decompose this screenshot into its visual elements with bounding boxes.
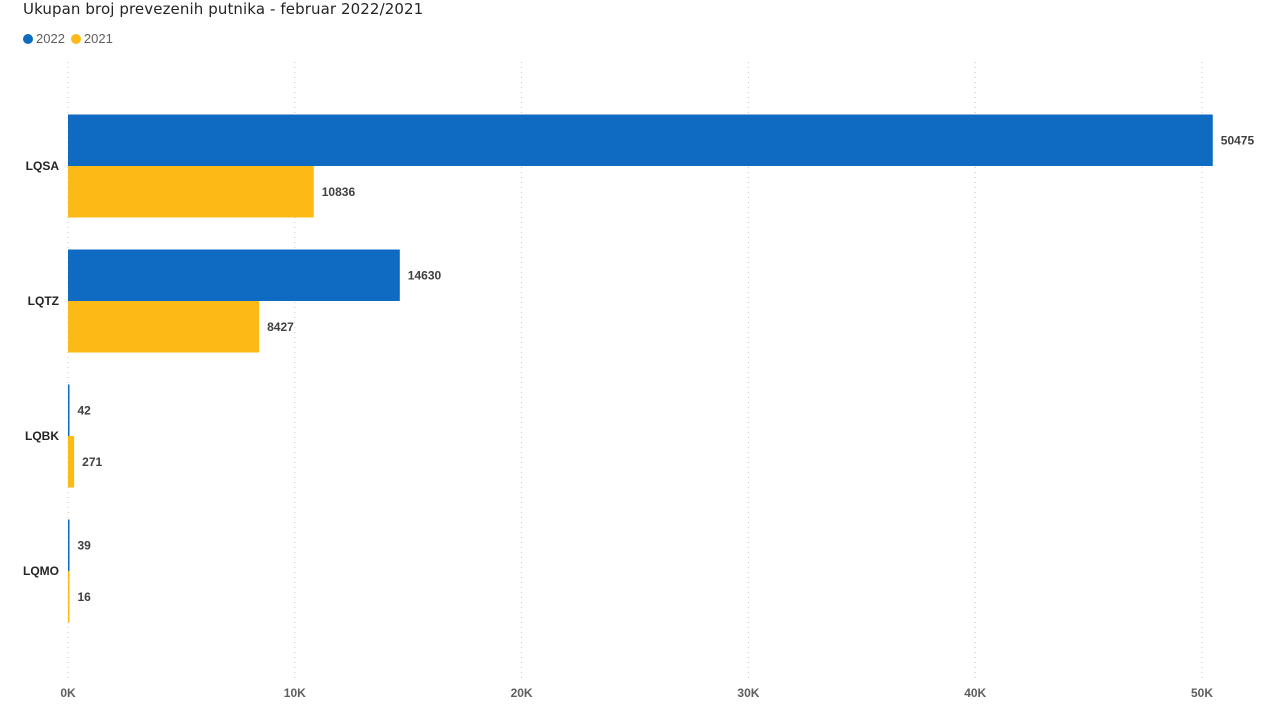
- bar-LQTZ-2022: [68, 249, 400, 301]
- data-label-LQBK-2021: 271: [82, 455, 102, 469]
- bar-LQBK-2021: [68, 436, 75, 488]
- labels: 0K 10K 20K 30K 40K 50K 50475 10836 LQSA 14630 8427…: [23, 133, 1254, 700]
- x-tick-label-20K: 20K: [511, 686, 533, 700]
- legend-dot-2021-icon: [70, 33, 81, 44]
- category-label-LQSA: LQSA: [26, 159, 60, 173]
- x-tick-label-0K: 0K: [60, 686, 76, 700]
- category-label-LQBK: LQBK: [25, 429, 59, 443]
- x-tick-label-10K: 10K: [284, 686, 306, 700]
- legend-item-2021[interactable]: 2021: [70, 31, 113, 46]
- bar-LQTZ-2021: [68, 301, 260, 353]
- legend-item-2022[interactable]: 2022: [23, 31, 65, 46]
- data-label-LQMO-2022: 39: [78, 538, 92, 552]
- legend: 2022 2021: [23, 31, 119, 46]
- data-label-LQMO-2021: 16: [78, 590, 92, 604]
- x-tick-label-30K: 30K: [737, 686, 759, 700]
- bar-LQBK-2022: [68, 384, 70, 436]
- category-label-LQMO: LQMO: [23, 564, 59, 578]
- category-label-LQTZ: LQTZ: [28, 294, 59, 308]
- bar-LQMO-2022: [68, 519, 70, 571]
- legend-dot-2022-icon: [23, 33, 33, 44]
- data-label-LQTZ-2021: 8427: [267, 320, 294, 334]
- legend-label-2021: 2021: [83, 31, 113, 46]
- data-label-LQSA-2022: 50475: [1221, 133, 1255, 147]
- data-label-LQSA-2021: 10836: [322, 185, 356, 199]
- bars: [68, 114, 1213, 623]
- bar-LQSA-2021: [68, 166, 314, 218]
- data-label-LQTZ-2022: 14630: [408, 268, 442, 282]
- x-tick-label-50K: 50K: [1191, 686, 1213, 700]
- bar-LQMO-2021: [68, 571, 70, 623]
- legend-label-2022: 2022: [36, 31, 65, 46]
- bar-LQSA-2022: [68, 114, 1213, 166]
- x-tick-label-40K: 40K: [964, 686, 986, 700]
- chart-title: Ukupan broj prevezenih putnika - februar…: [23, 0, 424, 18]
- data-label-LQBK-2022: 42: [78, 403, 92, 417]
